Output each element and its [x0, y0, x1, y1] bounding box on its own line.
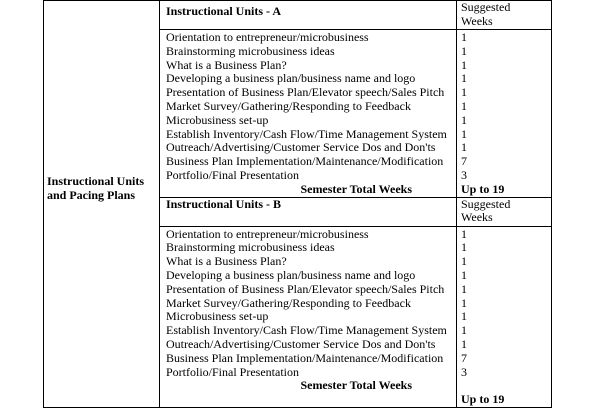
unit-name: Brainstorming microbusiness ideas — [166, 43, 335, 58]
unit-name: Outreach/Advertising/Customer Service Do… — [166, 140, 436, 155]
section-a-total-label: Semester Total Weeks — [300, 181, 412, 196]
section-b-title: Instructional Units - B — [166, 196, 282, 211]
unit-weeks: 3 — [461, 364, 467, 379]
unit-weeks: 1 — [461, 336, 467, 351]
unit-weeks: 1 — [461, 71, 467, 86]
section-a-weeks-header: Suggested Weeks — [456, 0, 552, 30]
unit-name: Developing a business plan/business name… — [166, 267, 416, 282]
unit-name: Microbusiness set-up — [166, 309, 269, 324]
unit-name: Developing a business plan/business name… — [166, 71, 416, 86]
unit-name: Orientation to entrepreneur/microbusines… — [166, 30, 369, 44]
unit-name: Portfolio/Final Presentation — [166, 364, 299, 379]
pacing-table: Instructional Units and Pacing Plans Ins… — [43, 0, 552, 408]
unit-weeks: 1 — [461, 295, 467, 310]
unit-weeks: 1 — [461, 112, 467, 127]
unit-weeks: 1 — [461, 98, 467, 113]
unit-name: Business Plan Implementation/Maintenance… — [166, 350, 444, 365]
unit-weeks: 1 — [461, 226, 467, 241]
section-a-title-cell: Instructional Units - A — [159, 0, 457, 30]
unit-weeks: 1 — [461, 85, 467, 100]
unit-weeks: 1 — [461, 323, 467, 338]
unit-weeks: 1 — [461, 126, 467, 141]
section-b-units: Orientation to entrepreneur/microbusines… — [159, 225, 457, 408]
unit-weeks: 3 — [461, 167, 467, 182]
unit-weeks: 1 — [461, 267, 467, 282]
unit-name: What is a Business Plan? — [166, 57, 287, 72]
unit-weeks: 1 — [461, 240, 467, 255]
section-a-units: Orientation to entrepreneur/microbusines… — [159, 29, 457, 198]
unit-weeks: 7 — [461, 154, 467, 169]
unit-weeks: 1 — [461, 140, 467, 155]
unit-name: Portfolio/Final Presentation — [166, 167, 299, 182]
row-label-cell: Instructional Units and Pacing Plans — [43, 0, 160, 408]
unit-weeks: 7 — [461, 350, 467, 365]
unit-name: Establish Inventory/Cash Flow/Time Manag… — [166, 126, 447, 141]
unit-name: Business Plan Implementation/Maintenance… — [166, 154, 444, 169]
section-b-weeks-header: Suggested Weeks — [456, 196, 552, 227]
unit-name: Presentation of Business Plan/Elevator s… — [166, 281, 445, 296]
section-a-total-value: Up to 19 — [461, 181, 505, 196]
unit-name: Presentation of Business Plan/Elevator s… — [166, 85, 445, 100]
unit-name: What is a Business Plan? — [166, 254, 287, 269]
unit-weeks: 1 — [461, 254, 467, 269]
unit-name: Microbusiness set-up — [166, 112, 269, 127]
unit-name: Market Survey/Gathering/Responding to Fe… — [166, 98, 411, 113]
unit-name: Orientation to entrepreneur/microbusines… — [166, 226, 369, 241]
section-b-title-cell: Instructional Units - B — [159, 196, 457, 227]
unit-name: Establish Inventory/Cash Flow/Time Manag… — [166, 323, 447, 338]
row-label: Instructional Units and Pacing Plans — [47, 174, 145, 202]
unit-weeks: 1 — [461, 57, 467, 72]
section-b-total-label: Semester Total Weeks — [300, 378, 412, 393]
unit-weeks: 1 — [461, 43, 467, 58]
unit-name: Brainstorming microbusiness ideas — [166, 240, 335, 255]
section-a-title: Instructional Units - A — [166, 4, 282, 18]
unit-weeks: 1 — [461, 281, 467, 296]
unit-name: Market Survey/Gathering/Responding to Fe… — [166, 295, 411, 310]
section-b-total-value: Up to 19 — [461, 392, 505, 407]
unit-weeks: 1 — [461, 30, 467, 44]
unit-name: Outreach/Advertising/Customer Service Do… — [166, 336, 436, 351]
unit-weeks: 1 — [461, 309, 467, 324]
